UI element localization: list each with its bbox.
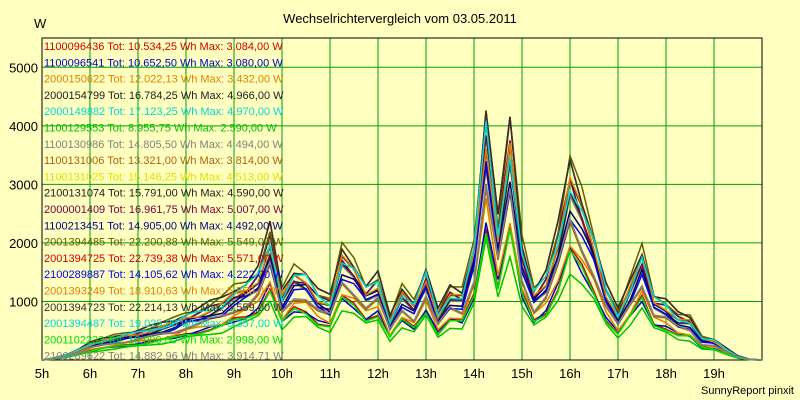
x-tick-label: 17h: [607, 366, 629, 381]
y-axis-unit-label: W: [34, 16, 47, 31]
legend-entry: 2000001409 Tot: 16.961,75 Wh Max: 5.007,…: [44, 204, 284, 216]
plot-area: [41, 37, 763, 361]
x-tick-label: 19h: [703, 366, 725, 381]
x-tick-label: 13h: [415, 366, 437, 381]
legend-entry: 1100131006 Tot: 13.321,00 Wh Max: 3.814,…: [44, 155, 283, 167]
x-tick-label: 15h: [511, 366, 533, 381]
legend-entry: 2000149882 Tot: 17.123,25 Wh Max: 4.970,…: [44, 106, 284, 118]
legend-entry: 1100213451 Tot: 14.905,00 Wh Max: 4.492,…: [44, 220, 283, 232]
series-lines: [41, 110, 763, 361]
legend-entry: 2000154799 Tot: 16.784,25 Wh Max: 4.966,…: [44, 90, 284, 102]
y-tick-label: 4000: [9, 119, 38, 134]
series-line: [41, 183, 763, 361]
series-line: [41, 229, 763, 361]
x-tick-label: 12h: [367, 366, 389, 381]
series-line: [41, 121, 763, 361]
footer-credit: SunnyReport pinxit: [701, 385, 794, 397]
legend: 1100096436 Tot: 10.534,25 Wh Max: 3.084,…: [44, 41, 284, 363]
x-tick-label: 9h: [227, 366, 241, 381]
legend-entry: 2100289622 Tot: 14.882,96 Wh Max: 3.914,…: [44, 351, 284, 363]
y-axis-ticks: 1000 2000 3000 4000 5000: [9, 60, 38, 309]
chart-title: Wechselrichtervergleich vom 03.05.2011: [283, 11, 517, 26]
series-line: [41, 198, 763, 361]
series-line: [41, 110, 763, 361]
x-tick-label: 8h: [179, 366, 193, 381]
legend-entry: 2001102233 Tot: 10.000,00 Wh Max: 2.998,…: [44, 334, 283, 346]
x-axis-ticks: 5h 6h 7h 8h 9h 10h 11h 12h 13h 14h 15h 16h 17h 18h 19h: [35, 366, 725, 381]
legend-entry: 1100129553 Tot: 8.955,75 Wh Max: 2.590,0…: [44, 123, 277, 135]
x-tick-label: 5h: [35, 366, 49, 381]
x-tick-label: 7h: [131, 366, 145, 381]
x-tick-label: 6h: [83, 366, 97, 381]
legend-entry: 1100131025 Tot: 15.146,25 Wh Max: 4.513,…: [44, 171, 283, 183]
series-line: [41, 238, 763, 361]
legend-entry: 1100096541 Tot: 10.652,50 Wh Max: 3.080,…: [44, 57, 283, 69]
legend-entry: 1100096436 Tot: 10.534,25 Wh Max: 3.084,…: [44, 41, 283, 53]
legend-entry: 2000150622 Tot: 12.022,13 Wh Max: 3.432,…: [44, 74, 284, 86]
y-tick-label: 3000: [9, 177, 38, 192]
y-tick-label: 5000: [9, 60, 38, 75]
x-tick-label: 11h: [320, 366, 341, 381]
legend-entry: 2001394725 Tot: 22.739,38 Wh Max: 5.571,…: [44, 253, 284, 265]
y-tick-label: 1000: [9, 294, 38, 309]
x-tick-label: 14h: [463, 366, 485, 381]
legend-entry: 2001394723 Tot: 22.214,13 Wh Max: 5.559,…: [44, 302, 284, 314]
legend-entry: 2001393249 Tot: 18.910,63 Wh Max: 5.550,…: [44, 286, 284, 298]
legend-entry: 2001394485 Tot: 22.200,88 Wh Max: 5.549,…: [44, 237, 284, 249]
x-tick-label: 10h: [271, 366, 293, 381]
legend-entry: 2001394487 Tot: 19.025,00 Wh Max: 5.357,…: [44, 318, 284, 330]
x-tick-label: 16h: [559, 366, 581, 381]
y-tick-label: 2000: [9, 236, 38, 251]
series-line: [41, 149, 763, 361]
legend-entry: 2100289887 Tot: 14.105,62 Wh Max: 4.222,…: [44, 269, 284, 281]
legend-entry: 1100130986 Tot: 14.805,50 Wh Max: 4.494,…: [44, 139, 283, 151]
legend-entry: 2100131074 Tot: 15.791,00 Wh Max: 4.590,…: [44, 188, 284, 200]
x-tick-label: 18h: [655, 366, 677, 381]
